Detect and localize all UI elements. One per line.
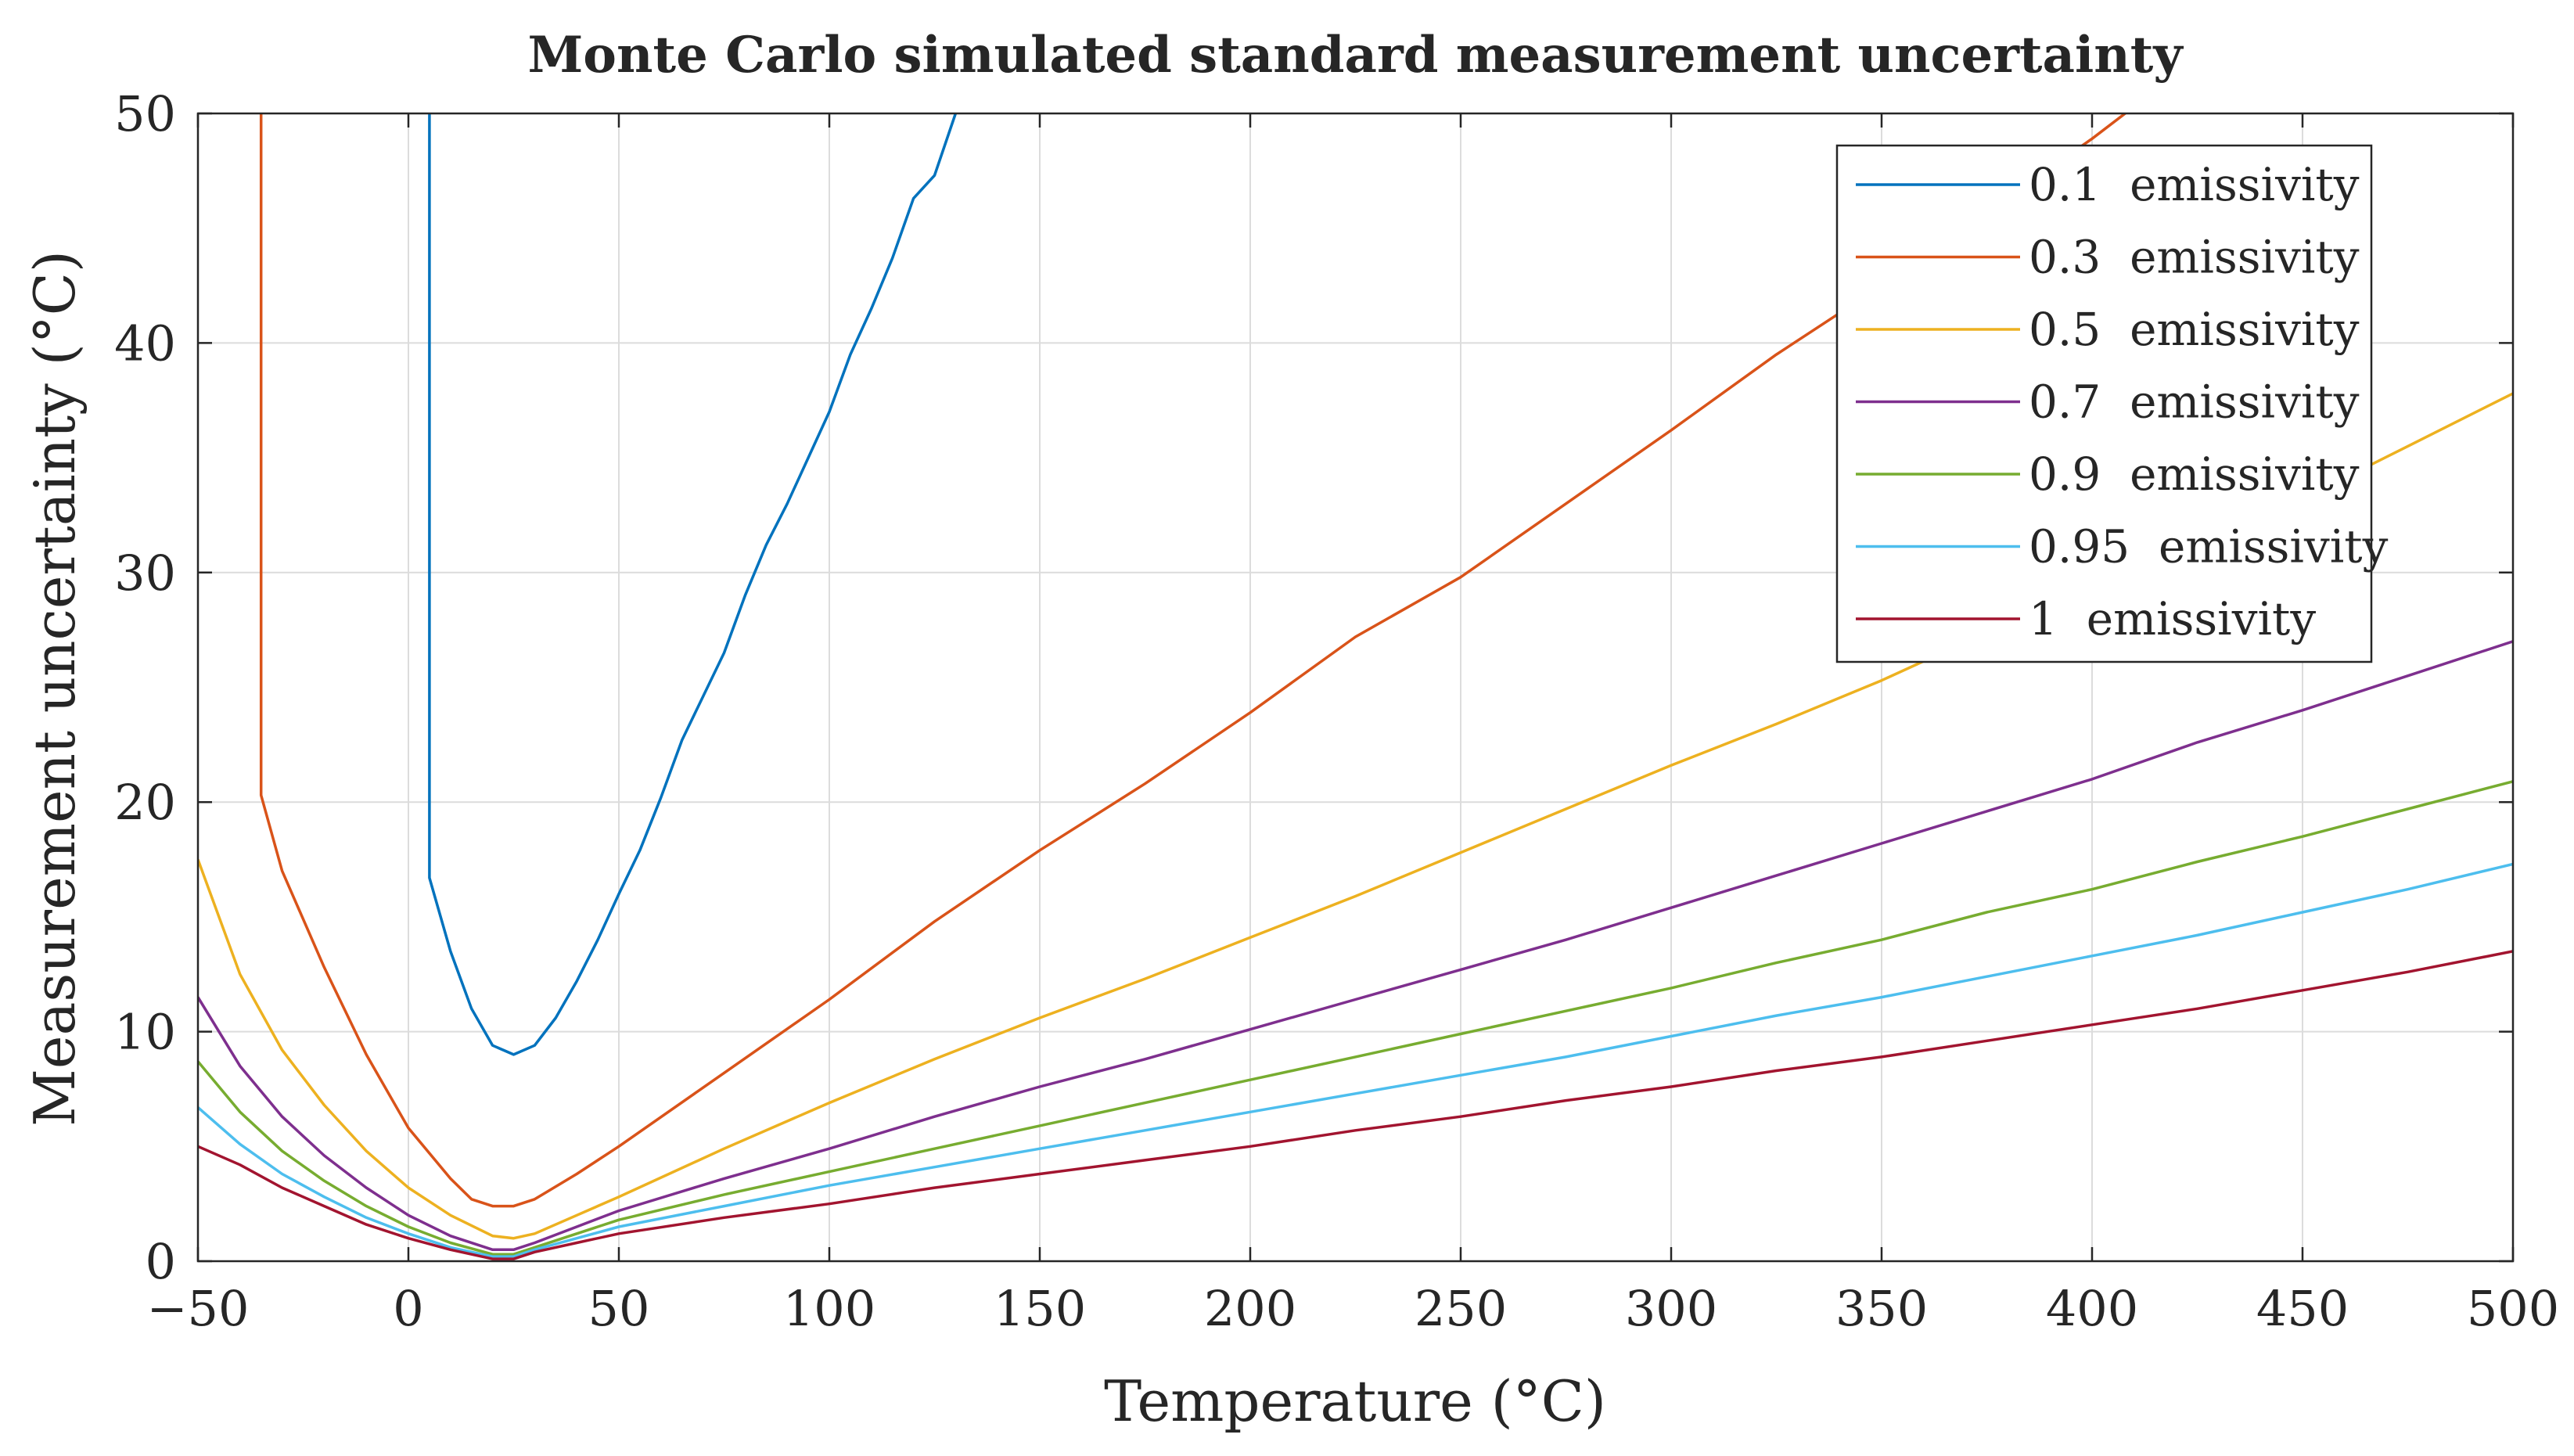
x-tick-label: 50 <box>588 1280 650 1337</box>
x-tick-label: 500 <box>2467 1280 2559 1337</box>
x-tick-label: −50 <box>147 1280 250 1337</box>
y-tick-labels: 0 10 20 30 40 50 <box>114 85 176 1290</box>
x-tick-label: 450 <box>2256 1280 2349 1337</box>
y-tick-label: 10 <box>114 1004 176 1061</box>
series-line-3 <box>198 640 2513 1252</box>
y-axis-label: Measurement uncertainty (°C) <box>22 250 88 1127</box>
plot-frame <box>196 112 2515 1263</box>
series-lines <box>198 113 2513 1260</box>
x-tick-label: 250 <box>1415 1280 1507 1337</box>
x-tick-label: 0 <box>393 1280 423 1337</box>
x-tick-label: 100 <box>783 1280 875 1337</box>
legend-entry-label: 1 emissivity <box>2029 592 2316 645</box>
y-tick-label: 0 <box>146 1233 176 1290</box>
y-tick-label: 20 <box>114 774 176 831</box>
legend-entry-label: 0.3 emissivity <box>2029 231 2360 284</box>
y-tick-label: 30 <box>114 545 176 602</box>
x-tick-labels: −50 0 50 100 150 200 250 300 350 400 450 500 <box>147 1280 2560 1337</box>
legend-entry-label: 0.5 emissivity <box>2029 303 2360 356</box>
legend-box <box>1835 144 2373 663</box>
legend-entry-label: 0.1 emissivity <box>2029 158 2360 211</box>
series-line-4 <box>198 780 2513 1256</box>
legend-entry-label: 0.9 emissivity <box>2029 448 2360 501</box>
x-tick-label: 150 <box>994 1280 1086 1337</box>
series-line-0 <box>428 113 958 1056</box>
x-tick-label: 350 <box>1835 1280 1928 1337</box>
series-line-5 <box>198 862 2513 1258</box>
legend: 0.1 emissivity 0.3 emissivity 0.5 emissivi… <box>1835 144 2389 663</box>
series-line-1 <box>259 113 2128 1208</box>
y-tick-label: 40 <box>114 315 176 372</box>
axes <box>196 112 2515 1263</box>
y-tick-label: 50 <box>114 85 176 142</box>
legend-entry-label: 0.95 emissivity <box>2029 520 2389 573</box>
x-tick-label: 400 <box>2046 1280 2138 1337</box>
x-tick-label: 200 <box>1204 1280 1296 1337</box>
legend-entry-label: 0.7 emissivity <box>2029 376 2360 429</box>
x-axis-label: Temperature (°C) <box>1104 1368 1606 1434</box>
series-line-6 <box>198 950 2513 1260</box>
chart-title: Monte Carlo simulated standard measureme… <box>527 26 2184 84</box>
x-tick-label: 300 <box>1625 1280 1717 1337</box>
